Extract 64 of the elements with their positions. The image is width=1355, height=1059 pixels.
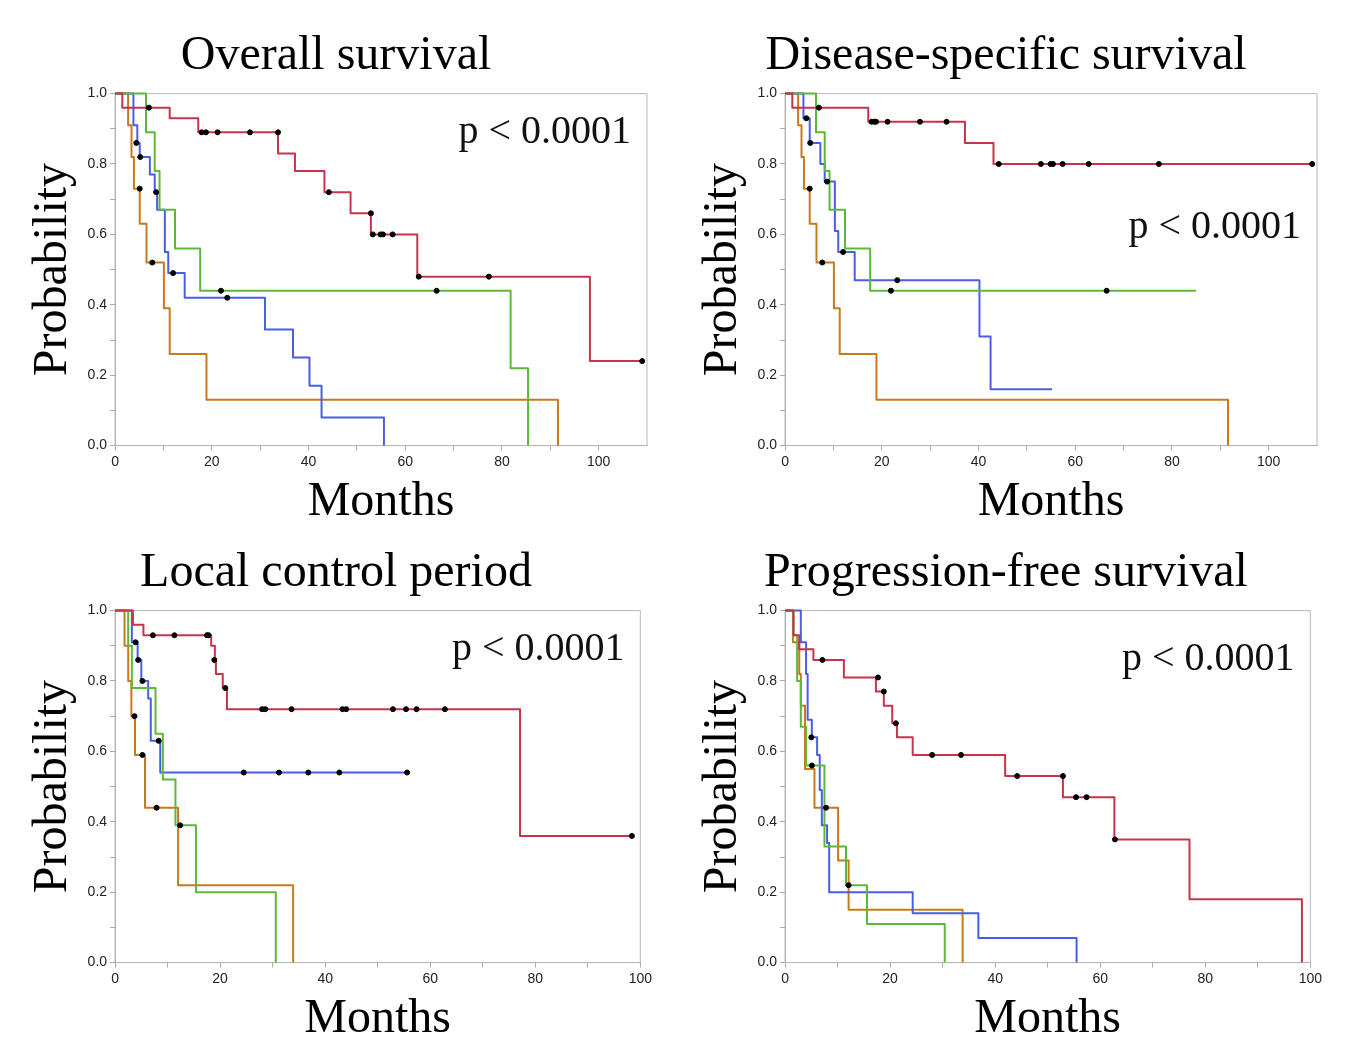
x-tick-label: 100 bbox=[1298, 969, 1323, 986]
chart-title: Disease-specific survival bbox=[765, 26, 1247, 80]
x-axis-title: Months bbox=[307, 471, 455, 525]
y-tick-label: 0.0 bbox=[757, 953, 778, 970]
x-tick-label: 40 bbox=[300, 452, 317, 469]
y-axis-title: Probability bbox=[693, 679, 747, 894]
x-tick-label: 20 bbox=[882, 969, 899, 986]
y-tick-label: 0.4 bbox=[757, 812, 778, 829]
y-tick-label: 0.6 bbox=[87, 742, 108, 759]
x-tick-label: 100 bbox=[586, 452, 611, 469]
x-tick-label: 60 bbox=[397, 452, 414, 469]
y-tick-label: 0.6 bbox=[87, 225, 108, 242]
chart-title: Overall survival bbox=[180, 26, 492, 80]
y-tick-label: 1.0 bbox=[757, 84, 778, 101]
x-tick-label: 40 bbox=[987, 969, 1004, 986]
annotation: p < 0.0001 bbox=[1122, 634, 1295, 680]
x-tick-label: 0 bbox=[781, 452, 790, 469]
y-tick-label: 0.4 bbox=[757, 295, 778, 312]
chart-title: Local control period bbox=[140, 543, 532, 597]
y-tick-label: 0.0 bbox=[757, 436, 778, 453]
y-tick-label: 0.8 bbox=[87, 671, 108, 688]
annotation: p < 0.0001 bbox=[1128, 201, 1302, 247]
x-axis-title: Months bbox=[304, 988, 452, 1042]
y-tick-label: 0.4 bbox=[87, 295, 108, 312]
x-tick-label: 100 bbox=[628, 969, 653, 986]
y-tick-label: 0.0 bbox=[87, 436, 108, 453]
y-tick-label: 0.6 bbox=[757, 225, 778, 242]
y-tick-label: 0.8 bbox=[87, 154, 108, 171]
x-tick-label: 20 bbox=[873, 452, 890, 469]
y-tick-label: 1.0 bbox=[87, 84, 108, 101]
x-tick-label: 80 bbox=[527, 969, 544, 986]
annotation: p < 0.0001 bbox=[458, 106, 632, 152]
x-tick-label: 40 bbox=[970, 452, 987, 469]
y-tick-label: 0.8 bbox=[757, 154, 778, 171]
y-axis-title: Probability bbox=[693, 162, 747, 377]
y-axis-title: Probability bbox=[23, 679, 77, 894]
x-tick-label: 80 bbox=[494, 452, 510, 469]
x-tick-label: 60 bbox=[1067, 452, 1084, 469]
y-tick-label: 0.6 bbox=[757, 742, 778, 759]
x-tick-label: 60 bbox=[422, 969, 439, 986]
y-tick-label: 0.8 bbox=[757, 671, 778, 688]
y-axis-title: Probability bbox=[23, 162, 77, 377]
x-tick-label: 80 bbox=[1164, 452, 1180, 469]
chart-title: Progression-free survival bbox=[764, 543, 1248, 597]
x-axis-title: Months bbox=[977, 471, 1125, 525]
x-tick-label: 80 bbox=[1197, 969, 1214, 986]
x-tick-label: 40 bbox=[317, 969, 334, 986]
x-tick-label: 0 bbox=[781, 969, 790, 986]
y-tick-label: 1.0 bbox=[757, 601, 778, 618]
y-tick-label: 0.0 bbox=[87, 953, 108, 970]
y-tick-label: 0.4 bbox=[87, 812, 108, 829]
x-tick-label: 100 bbox=[1256, 452, 1281, 469]
x-tick-label: 20 bbox=[212, 969, 229, 986]
x-tick-label: 60 bbox=[1092, 969, 1109, 986]
annotation: p < 0.0001 bbox=[452, 623, 625, 669]
x-tick-label: 0 bbox=[111, 452, 120, 469]
x-axis-title: Months bbox=[974, 988, 1122, 1042]
x-tick-label: 20 bbox=[203, 452, 220, 469]
y-tick-label: 1.0 bbox=[87, 601, 108, 618]
y-tick-label: 0.2 bbox=[87, 883, 108, 900]
x-tick-label: 0 bbox=[111, 969, 120, 986]
y-tick-label: 0.2 bbox=[757, 883, 778, 900]
y-tick-label: 0.2 bbox=[757, 366, 778, 383]
y-tick-label: 0.2 bbox=[87, 366, 108, 383]
